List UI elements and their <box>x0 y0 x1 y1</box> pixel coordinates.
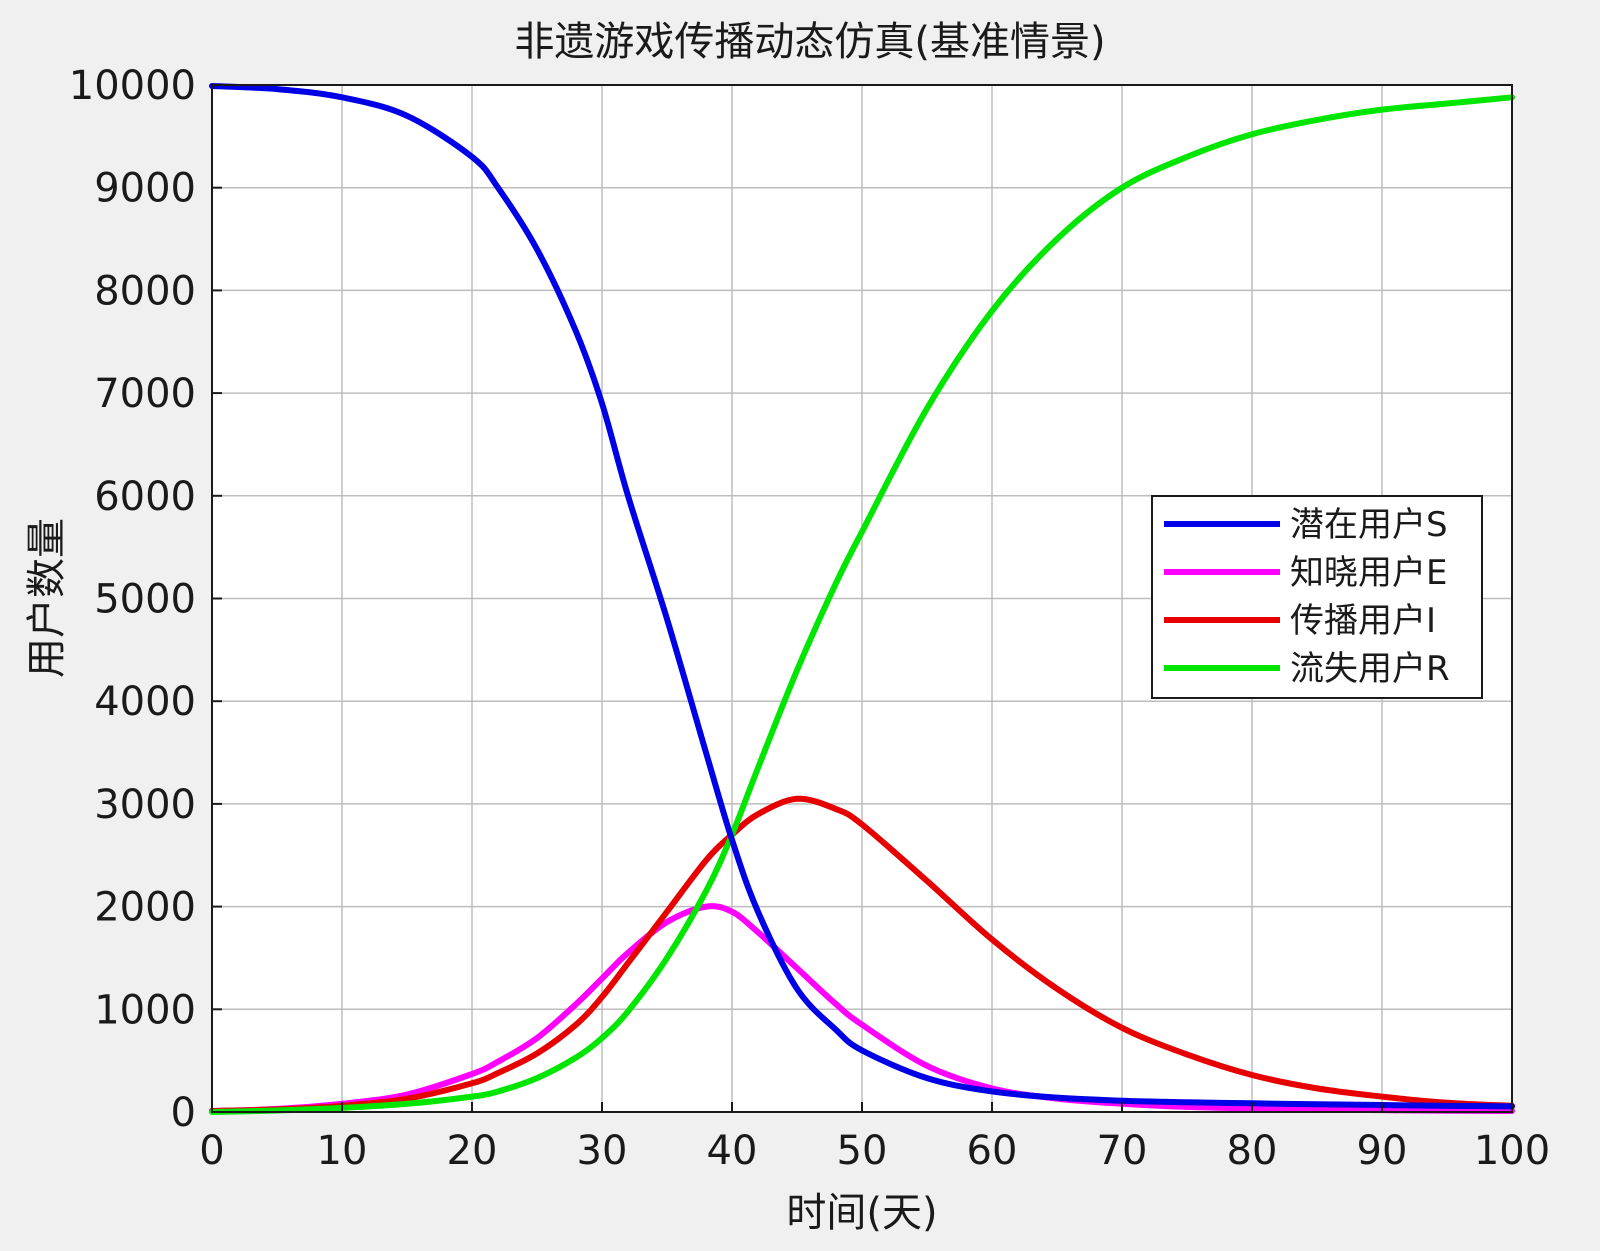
series-line-2 <box>209 795 1515 1114</box>
x-tick-label: 0 <box>199 1128 224 1174</box>
x-tick-label: 70 <box>1097 1128 1148 1174</box>
y-axis-title: 用户数量 <box>24 518 70 678</box>
x-tick-label: 40 <box>707 1128 758 1174</box>
series-line-0 <box>209 83 1515 1110</box>
y-tick-label: 6000 <box>94 474 196 520</box>
x-tick-label: 50 <box>837 1128 888 1174</box>
legend: 潜在用户S 知晓用户E 传播用户I 流失用户R <box>1151 495 1483 699</box>
x-tick-label: 10 <box>317 1128 368 1174</box>
x-tick-label: 100 <box>1474 1128 1550 1174</box>
x-tick-label: 80 <box>1227 1128 1278 1174</box>
legend-label-1: 知晓用户E <box>1290 553 1447 593</box>
x-tick-labels: 0 10 20 30 40 50 60 70 80 90 100 <box>199 1102 1550 1174</box>
y-tick-label: 4000 <box>94 679 196 725</box>
y-tick-label: 9000 <box>94 166 196 212</box>
y-tick-label: 8000 <box>94 268 196 314</box>
y-tick-label: 3000 <box>94 782 196 828</box>
y-tick-label: 10000 <box>69 63 196 109</box>
x-tick-label: 20 <box>447 1128 498 1174</box>
series-layer <box>209 83 1515 1115</box>
x-axis-title: 时间(天) <box>786 1190 937 1236</box>
series-line-1 <box>209 903 1515 1114</box>
x-tick-label: 60 <box>967 1128 1018 1174</box>
series-line-3 <box>209 94 1515 1115</box>
y-tick-label: 1000 <box>94 987 196 1033</box>
chart-title: 非遗游戏传播动态仿真(基准情景) <box>514 19 1105 65</box>
y-tick-labels: 0 1000 2000 3000 4000 5000 6000 7000 8000 9000 100… <box>69 63 222 1136</box>
legend-label-0: 潜在用户S <box>1290 505 1448 545</box>
legend-label-2: 传播用户I <box>1290 601 1436 641</box>
legend-box <box>1151 495 1483 699</box>
x-tick-label: 90 <box>1357 1128 1408 1174</box>
legend-label-3: 流失用户R <box>1290 649 1450 689</box>
y-tick-label: 2000 <box>94 885 196 931</box>
y-tick-label: 7000 <box>94 371 196 417</box>
x-tick-label: 30 <box>577 1128 628 1174</box>
y-tick-label: 0 <box>171 1090 196 1136</box>
y-tick-label: 5000 <box>94 577 196 623</box>
